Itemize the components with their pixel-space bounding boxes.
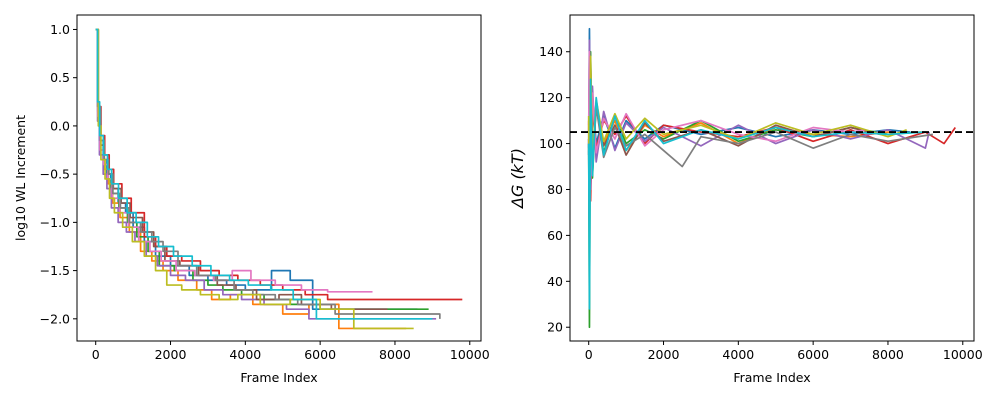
y-axis-ticks: −2.0 −1.5 −1.0 −0.5 0.0 0.5 1.0 [40,22,77,326]
y-tick-label: −1.5 [40,263,70,278]
y-tick-label: −0.5 [40,167,70,182]
series-line-5 [587,39,930,191]
series-line-2 [95,28,407,330]
plot-frame [569,14,975,342]
series-line-2 [587,73,900,237]
x-tick-label: 8000 [872,347,904,362]
series-line-9 [95,28,414,330]
x-axis-label: Frame Index [240,370,317,385]
series-line-7 [95,28,373,293]
y-axis-ticks: 20 40 60 80 100 120 140 [539,44,570,335]
series-line-8 [587,78,933,248]
series-line-10 [95,28,433,320]
series-line-5 [95,28,437,320]
x-tick-label: 4000 [229,347,261,362]
y-axis-label: log10 WL Increment [13,115,28,241]
y-tick-label: 0.0 [50,118,70,133]
x-tick-label: 8000 [379,347,411,362]
series-line-7 [587,50,866,179]
y-tick-label: 60 [547,228,563,243]
x-axis-ticks: 0 2000 4000 6000 8000 10000 [92,341,490,362]
y-tick-label: 140 [539,44,563,59]
y-tick-label: 120 [539,90,563,105]
x-axis-ticks: 0 2000 4000 6000 8000 10000 [585,341,983,362]
series-line-10 [587,78,926,310]
plot-frame [76,14,482,342]
y-tick-label: −2.0 [40,311,70,326]
x-tick-label: 6000 [304,347,336,362]
series-line-8 [95,28,441,319]
series-group [587,27,956,329]
y-tick-label: 20 [547,320,563,335]
series-line-3 [95,28,429,311]
y-tick-label: −1.0 [40,215,70,230]
series-line-6 [95,28,388,311]
y-tick-label: 1.0 [50,22,70,37]
series-group [95,28,463,330]
y-tick-label: 80 [547,182,563,197]
series-line-1 [587,27,911,168]
x-tick-label: 0 [92,347,100,362]
x-tick-label: 2000 [155,347,187,362]
y-tick-label: 40 [547,274,563,289]
x-tick-label: 6000 [797,347,829,362]
x-axis-label: Frame Index [733,370,810,385]
series-line-4 [95,28,463,301]
x-tick-label: 10000 [450,347,490,362]
panel-delta-g: 0 2000 4000 6000 8000 10000 20 40 60 80 100 120 140… [508,14,983,385]
panel-wl-increment: 0 2000 4000 6000 8000 10000 −2.0 −1.5 −1.0 −0.5 0… [13,14,490,385]
x-tick-label: 0 [585,347,593,362]
y-tick-label: 0.5 [50,70,70,85]
x-tick-label: 2000 [648,347,680,362]
series-line-1 [95,28,418,311]
y-tick-label: 100 [539,136,563,151]
y-axis-label: ΔG (kT) [508,148,527,210]
series-line-3 [587,50,922,329]
x-tick-label: 10000 [943,347,983,362]
x-tick-label: 4000 [722,347,754,362]
